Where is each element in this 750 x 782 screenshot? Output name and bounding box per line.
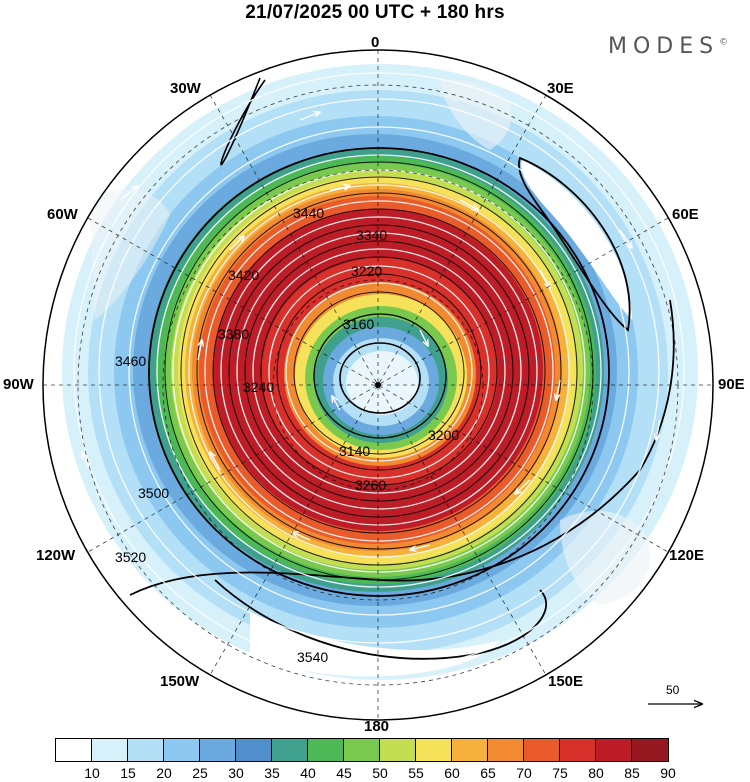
lon-label-90w: 90W <box>3 376 34 393</box>
contour-label-3160: 3160 <box>343 316 374 332</box>
colorbar-segment <box>452 739 488 761</box>
lon-label-150e: 150E <box>548 673 584 690</box>
landmass-africa <box>440 79 512 150</box>
landmass-australia <box>560 510 651 605</box>
colorbar-tick-label: 85 <box>624 765 640 781</box>
contour-3520 <box>129 299 675 596</box>
modes-logo: MODES© <box>608 34 728 59</box>
wind-speed-colorbar <box>55 738 669 762</box>
graticule <box>43 50 713 720</box>
contour-label-3200: 3200 <box>428 427 459 443</box>
lon-label-120e: 120E <box>669 547 705 564</box>
colorbar-segment <box>416 739 452 761</box>
colorbar-segment <box>488 739 524 761</box>
contour-label-3540: 3540 <box>297 649 328 665</box>
contour-line <box>313 313 447 439</box>
contour-label-3220: 3220 <box>351 263 382 279</box>
inner-contours <box>164 161 594 581</box>
contour-label-3460: 3460 <box>115 353 146 369</box>
contour-3540-east <box>518 156 631 332</box>
contour-label-3340: 3340 <box>356 227 387 243</box>
lon-label-60w: 60W <box>47 206 78 223</box>
colorbar-tick-label: 15 <box>120 765 136 781</box>
contour-label-3260: 3260 <box>355 477 386 493</box>
map-title: 21/07/2025 00 UTC + 180 hrs <box>245 2 505 23</box>
colorbar-segment <box>272 739 308 761</box>
quiet-zone-south <box>250 612 500 677</box>
colorbar-segment <box>524 739 560 761</box>
contour-labels: 3140 3160 3200 3220 3240 3260 3340 3380 … <box>115 205 459 665</box>
colorbar-tick-label: 30 <box>228 765 244 781</box>
colorbar-tick-label: 90 <box>660 765 676 781</box>
colorbar-tick-label: 20 <box>156 765 172 781</box>
contour-label-3520: 3520 <box>115 549 146 565</box>
lon-label-30e: 30E <box>547 80 574 97</box>
colorbar-tick-label: 50 <box>372 765 388 781</box>
colorbar-segment <box>344 739 380 761</box>
colorbar-segment <box>200 739 236 761</box>
logo-text: MODES <box>608 34 720 59</box>
colorbar-segment <box>92 739 128 761</box>
colorbar-tick-label: 45 <box>336 765 352 781</box>
colorbar-tick-label: 60 <box>444 765 460 781</box>
colorbar-segment <box>632 739 668 761</box>
colorbar-segment <box>56 739 92 761</box>
contour-label-3420: 3420 <box>228 267 259 283</box>
colorbar-tick-label: 80 <box>588 765 604 781</box>
colorbar-tick-label: 70 <box>516 765 532 781</box>
colorbar-segment <box>596 739 632 761</box>
contour-3540-south <box>214 579 547 660</box>
colorbar-tick-label: 10 <box>84 765 100 781</box>
lon-label-180: 180 <box>364 718 390 735</box>
colorbar-tick-label: 75 <box>552 765 568 781</box>
contour-line <box>339 342 421 414</box>
landmass-south-america <box>90 189 170 320</box>
colorbar-tick-label: 35 <box>264 765 280 781</box>
map-border <box>42 49 714 721</box>
colorbar-tick-label: 40 <box>300 765 316 781</box>
colorbar-segment <box>164 739 200 761</box>
colorbar-segment <box>560 739 596 761</box>
quiet-zone-east <box>521 160 632 320</box>
colorbar-segment <box>380 739 416 761</box>
contour-label-3440: 3440 <box>293 205 324 221</box>
colorbar-tick-label: 25 <box>192 765 208 781</box>
contour-line <box>148 147 610 597</box>
lon-label-120w: 120W <box>36 547 76 564</box>
south-pole-marker <box>375 382 381 388</box>
lon-label-150w: 150W <box>160 673 200 690</box>
colorbar-segment <box>236 739 272 761</box>
contour-label-3140: 3140 <box>339 443 370 459</box>
reference-vector-label: 50 <box>666 683 680 697</box>
contour-west-outer <box>220 77 266 166</box>
colorbar-tick-label: 55 <box>408 765 424 781</box>
copyright-mark: © <box>719 37 729 48</box>
colorbar-tick-label: 65 <box>480 765 496 781</box>
wind-streamlines <box>73 72 685 670</box>
lon-label-30w: 30W <box>170 80 201 97</box>
lon-label-90e: 90E <box>718 376 745 393</box>
colorbar-segment <box>308 739 344 761</box>
contour-label-3500: 3500 <box>138 485 169 501</box>
lon-label-0: 0 <box>371 34 380 51</box>
lon-label-60e: 60E <box>672 206 699 223</box>
wind-arrows <box>82 112 661 661</box>
colorbar-segment <box>128 739 164 761</box>
contour-label-3240: 3240 <box>243 379 274 395</box>
height-contours <box>129 77 675 660</box>
contour-label-3380: 3380 <box>218 326 249 342</box>
